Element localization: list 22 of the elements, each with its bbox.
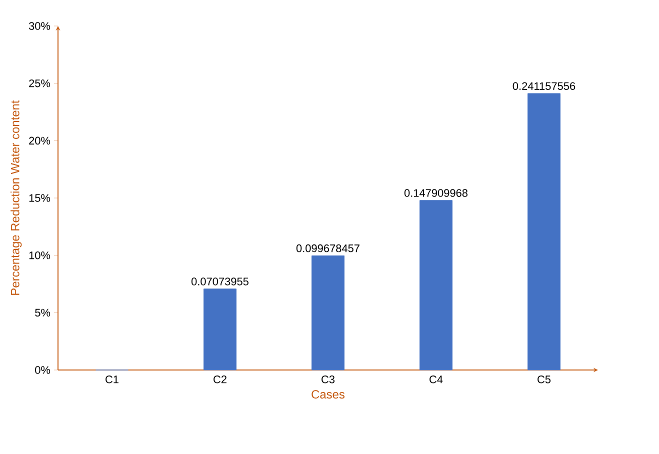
- bar: [420, 200, 452, 370]
- data-label: 0.07073955: [191, 278, 248, 286]
- y-tick-label: 25%: [29, 79, 50, 88]
- y-tick-label: 15%: [29, 194, 50, 202]
- bar: [528, 93, 560, 370]
- x-tick-label: C3: [322, 376, 335, 384]
- y-tick-label: 0%: [35, 366, 50, 374]
- x-tick-label: C1: [106, 376, 118, 384]
- x-tick-label: C2: [214, 376, 226, 384]
- data-label: 0.241157556: [512, 82, 576, 90]
- bar: [312, 255, 344, 370]
- bar: [204, 288, 236, 370]
- y-tick-label: 5%: [35, 308, 50, 317]
- x-axis-title: Cases: [312, 390, 345, 399]
- y-tick-label: 10%: [29, 251, 50, 260]
- x-tick-label: C4: [430, 376, 443, 384]
- data-label: 0.099678457: [296, 244, 360, 252]
- x-tick-label: C5: [538, 376, 551, 384]
- y-axis-title: Percentage Reduction Water content: [10, 100, 22, 295]
- y-tick-label: 30%: [28, 22, 50, 30]
- data-label: 0.147909968: [404, 189, 468, 197]
- y-tick-label: 20%: [29, 136, 50, 145]
